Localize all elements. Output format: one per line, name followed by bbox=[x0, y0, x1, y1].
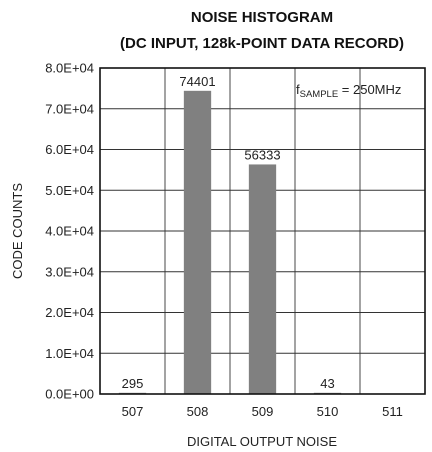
y-tick-label: 5.0E+04 bbox=[45, 183, 94, 198]
x-tick-label-510: 510 bbox=[317, 404, 339, 419]
x-tick-labels: 507 508 509 510 511 bbox=[122, 404, 403, 419]
bar-509 bbox=[248, 164, 277, 394]
y-tick-label: 0.0E+00 bbox=[45, 387, 94, 402]
y-tick-label: 7.0E+04 bbox=[45, 101, 94, 116]
chart-title-line-1: NOISE HISTOGRAM bbox=[191, 9, 333, 26]
x-tick-label-509: 509 bbox=[252, 404, 274, 419]
data-label-507: 295 bbox=[122, 376, 144, 391]
x-tick-label-508: 508 bbox=[187, 404, 209, 419]
data-label-510: 43 bbox=[320, 376, 334, 391]
x-tick-label-507: 507 bbox=[122, 404, 144, 419]
bar-508 bbox=[183, 90, 212, 395]
plot-frame bbox=[99, 67, 426, 395]
x-axis-title: DIGITAL OUTPUT NOISE bbox=[187, 434, 337, 449]
y-tick-label: 4.0E+04 bbox=[45, 224, 94, 239]
sample-rate-annotation: fSAMPLE = 250MHz bbox=[296, 82, 401, 100]
x-tick-label-511: 511 bbox=[382, 404, 403, 419]
y-tick-label: 3.0E+04 bbox=[45, 264, 94, 279]
y-axis-title: CODE COUNTS bbox=[10, 183, 25, 279]
y-tick-label: 2.0E+04 bbox=[45, 305, 94, 320]
y-tick-label: 8.0E+04 bbox=[45, 61, 94, 76]
y-tick-label: 6.0E+04 bbox=[45, 142, 94, 157]
y-tick-labels: 0.0E+00 1.0E+04 2.0E+04 3.0E+04 4.0E+04 5.0E+… bbox=[45, 61, 94, 402]
data-label-509: 56333 bbox=[244, 147, 280, 162]
data-labels: 295 74401 56333 43 bbox=[122, 74, 335, 391]
data-label-508: 74401 bbox=[179, 74, 215, 89]
y-tick-label: 1.0E+04 bbox=[45, 346, 94, 361]
chart-title-line-2: (DC INPUT, 128k-POINT DATA RECORD) bbox=[120, 35, 404, 52]
